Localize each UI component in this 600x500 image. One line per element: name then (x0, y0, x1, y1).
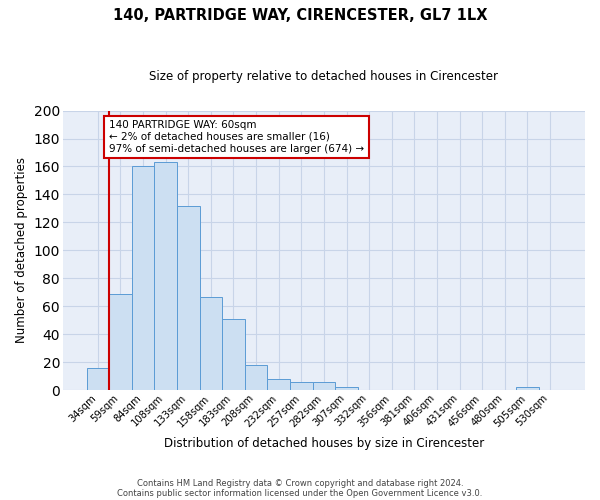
Bar (245, 365, 268, 390)
Bar (268, 379, 290, 390)
Text: Contains public sector information licensed under the Open Government Licence v3: Contains public sector information licen… (118, 488, 482, 498)
Bar (154, 162, 177, 390)
Bar (177, 206, 200, 390)
Bar (290, 382, 313, 390)
Y-axis label: Number of detached properties: Number of detached properties (15, 158, 28, 344)
Text: Contains HM Land Registry data © Crown copyright and database right 2024.: Contains HM Land Registry data © Crown c… (137, 478, 463, 488)
Bar (516, 388, 539, 390)
Bar (109, 294, 132, 390)
Bar (132, 166, 154, 390)
Bar (335, 388, 358, 390)
Title: Size of property relative to detached houses in Cirencester: Size of property relative to detached ho… (149, 70, 499, 83)
X-axis label: Distribution of detached houses by size in Cirencester: Distribution of detached houses by size … (164, 437, 484, 450)
Bar (86, 368, 109, 390)
Text: 140, PARTRIDGE WAY, CIRENCESTER, GL7 1LX: 140, PARTRIDGE WAY, CIRENCESTER, GL7 1LX (113, 8, 487, 22)
Text: 140 PARTRIDGE WAY: 60sqm
← 2% of detached houses are smaller (16)
97% of semi-de: 140 PARTRIDGE WAY: 60sqm ← 2% of detache… (109, 120, 364, 154)
Bar (200, 296, 222, 390)
Bar (222, 319, 245, 390)
Bar (313, 382, 335, 390)
